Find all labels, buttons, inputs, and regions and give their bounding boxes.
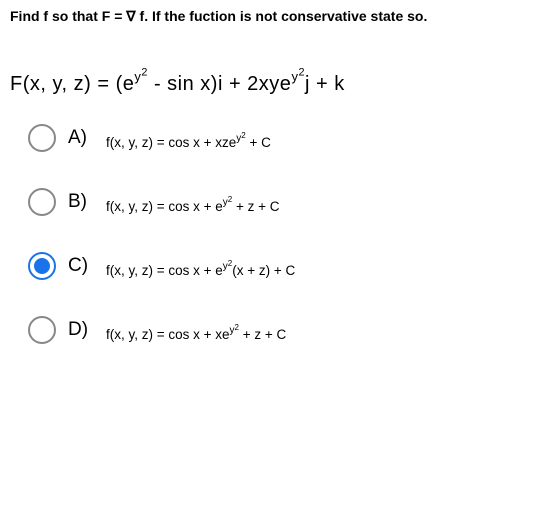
option-c-label: C) bbox=[68, 255, 98, 277]
radio-c[interactable] bbox=[28, 252, 56, 280]
option-d-exp-base: y bbox=[230, 325, 235, 336]
option-b-post: + z + C bbox=[232, 199, 279, 214]
option-c-pre: f(x, y, z) = cos x + e bbox=[106, 263, 223, 278]
option-b-label: B) bbox=[68, 191, 98, 213]
formula-exp1-pow: 2 bbox=[141, 67, 148, 79]
option-b-pre: f(x, y, z) = cos x + e bbox=[106, 199, 223, 214]
option-d[interactable]: D) f(x, y, z) = cos x + xey2 + z + C bbox=[28, 316, 528, 344]
option-d-pre: f(x, y, z) = cos x + xe bbox=[106, 327, 230, 342]
question-title: Find f so that F = ∇ f. If the fuction i… bbox=[10, 8, 528, 25]
option-b-exp-pow: 2 bbox=[228, 195, 232, 204]
formula-lhs: F(x, y, z) = (e bbox=[10, 73, 134, 95]
option-d-label: D) bbox=[68, 319, 98, 341]
option-d-exp-pow: 2 bbox=[235, 323, 239, 332]
option-c-expr: f(x, y, z) = cos x + ey2(x + z) + C bbox=[106, 263, 295, 278]
radio-b[interactable] bbox=[28, 188, 56, 216]
option-d-post: + z + C bbox=[239, 327, 286, 342]
formula-mid1: - sin x)i + 2xye bbox=[148, 73, 292, 95]
radio-a[interactable] bbox=[28, 124, 56, 152]
options-list: A) f(x, y, z) = cos x + xzey2 + C B) f(x… bbox=[28, 124, 528, 344]
main-formula: F(x, y, z) = (ey2 - sin x)i + 2xyey2j + … bbox=[10, 73, 528, 96]
option-a-label: A) bbox=[68, 127, 98, 149]
option-a[interactable]: A) f(x, y, z) = cos x + xzey2 + C bbox=[28, 124, 528, 152]
option-c[interactable]: C) f(x, y, z) = cos x + ey2(x + z) + C bbox=[28, 252, 528, 280]
option-c-exp-pow: 2 bbox=[228, 259, 232, 268]
option-d-expr: f(x, y, z) = cos x + xey2 + z + C bbox=[106, 327, 286, 342]
option-a-exp-pow: 2 bbox=[241, 131, 245, 140]
option-b-expr: f(x, y, z) = cos x + ey2 + z + C bbox=[106, 199, 280, 214]
option-b[interactable]: B) f(x, y, z) = cos x + ey2 + z + C bbox=[28, 188, 528, 216]
option-c-post: (x + z) + C bbox=[232, 263, 295, 278]
option-a-pre: f(x, y, z) = cos x + xze bbox=[106, 135, 236, 150]
formula-tail: j + k bbox=[305, 73, 345, 95]
option-a-expr: f(x, y, z) = cos x + xzey2 + C bbox=[106, 135, 271, 150]
option-a-post: + C bbox=[246, 135, 271, 150]
radio-d[interactable] bbox=[28, 316, 56, 344]
formula-exp2-pow: 2 bbox=[298, 67, 305, 79]
